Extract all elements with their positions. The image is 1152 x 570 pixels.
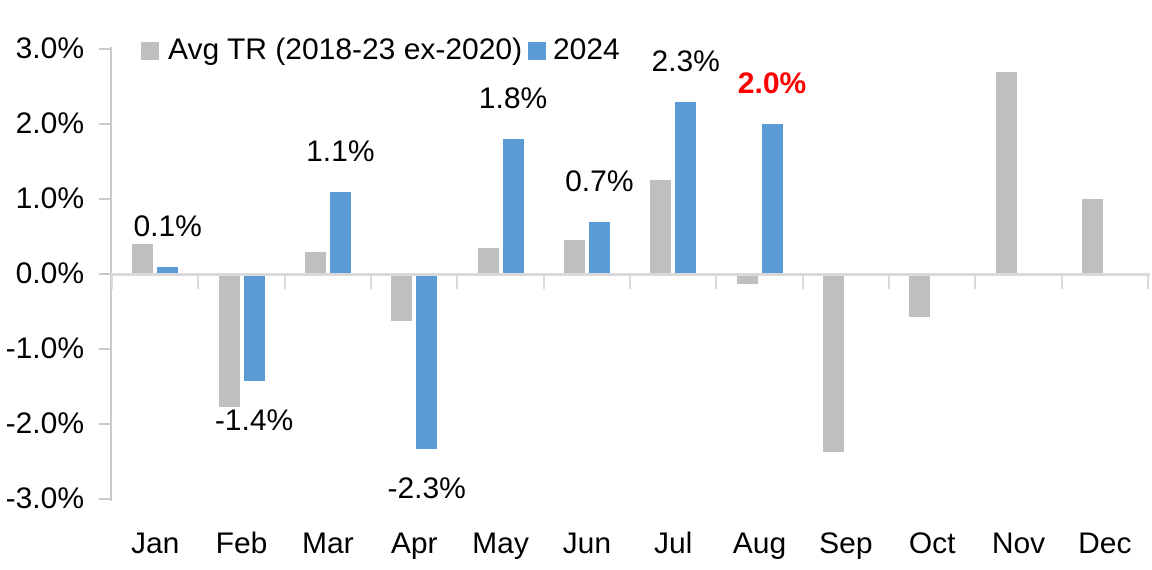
x-axis-line <box>110 273 1150 276</box>
x-axis-tick <box>1147 276 1149 289</box>
bar-2024-jan <box>157 266 179 274</box>
x-axis-tick <box>715 276 718 289</box>
bar-avg-tr-feb <box>218 276 240 408</box>
x-axis-tick <box>197 276 200 289</box>
x-axis-label-jul: Jul <box>653 527 693 560</box>
y-tick-label: 0.0% <box>15 257 84 290</box>
x-axis-tick <box>370 276 372 289</box>
x-axis-label-jan: Jan <box>130 527 180 560</box>
data-label-feb: -1.4% <box>214 404 294 437</box>
x-axis-tick <box>111 276 113 289</box>
x-axis-label-apr: Apr <box>390 527 438 560</box>
y-axis-tick <box>99 123 111 125</box>
x-axis-label-may: May <box>472 527 529 560</box>
y-tick-label: -2.0% <box>5 407 84 440</box>
bar-avg-tr-apr <box>391 276 413 321</box>
bar-avg-tr-jun <box>563 240 585 274</box>
data-label-mar: 1.1% <box>306 134 375 168</box>
x-axis-label-sep: Sep <box>819 527 873 560</box>
y-tick-label: -3.0% <box>5 482 84 515</box>
legend-swatch-avg-tr <box>141 42 159 60</box>
x-axis-label-aug: Aug <box>732 527 787 560</box>
legend-swatch-2024 <box>528 42 546 60</box>
legend-label-avg-tr: Avg TR (2018-23 ex-2020) <box>168 33 523 66</box>
data-label-jul: 2.3% <box>651 44 720 78</box>
data-label-aug: 2.0% <box>737 67 807 100</box>
x-axis-tick <box>801 276 804 289</box>
bar-2024-apr <box>416 276 438 449</box>
legend-label-2024: 2024 <box>553 33 620 66</box>
x-axis-tick <box>629 276 631 289</box>
x-axis-tick <box>888 276 890 289</box>
bar-avg-tr-nov <box>995 71 1017 274</box>
bar-2024-may <box>502 139 524 274</box>
data-label-jun: 0.7% <box>565 164 634 198</box>
x-axis-tick <box>456 276 459 289</box>
y-tick-label: 3.0% <box>15 32 84 65</box>
bar-avg-tr-dec <box>1081 199 1103 274</box>
x-axis-label-nov: Nov <box>991 527 1046 560</box>
bar-avg-tr-jan <box>132 244 154 274</box>
x-axis-tick <box>542 276 545 289</box>
bar-avg-tr-mar <box>304 251 326 274</box>
y-axis-tick <box>99 498 111 500</box>
x-axis-label-mar: Mar <box>301 527 354 560</box>
data-label-jan: 0.1% <box>133 209 202 243</box>
x-axis-label-feb: Feb <box>215 527 268 560</box>
bar-avg-tr-jul <box>650 180 672 274</box>
y-axis-tick <box>99 198 111 200</box>
y-axis-tick <box>99 348 111 350</box>
bar-avg-tr-aug <box>736 276 758 284</box>
bar-2024-jun <box>588 221 610 274</box>
x-axis-tick <box>283 276 286 289</box>
x-axis-label-oct: Oct <box>908 527 956 560</box>
bar-avg-tr-oct <box>909 276 931 318</box>
x-axis-tick <box>1060 276 1063 289</box>
y-tick-label: 1.0% <box>15 182 84 215</box>
y-axis-tick <box>99 423 111 425</box>
bar-2024-mar <box>329 191 351 274</box>
x-axis-label-dec: Dec <box>1078 527 1132 560</box>
bar-2024-jul <box>675 101 697 274</box>
y-tick-label: 2.0% <box>15 107 84 140</box>
bar-2024-feb <box>243 276 265 381</box>
y-axis-tick <box>99 48 111 50</box>
x-axis-tick <box>974 276 977 289</box>
data-label-apr: -2.3% <box>387 471 466 505</box>
y-tick-label: -1.0% <box>5 332 84 365</box>
data-label-may: 1.8% <box>478 82 548 115</box>
x-axis-label-jun: Jun <box>562 527 612 560</box>
y-axis-tick <box>99 273 111 275</box>
bar-avg-tr-may <box>477 247 499 274</box>
bar-avg-tr-sep <box>822 276 844 453</box>
bar-2024-aug <box>761 124 783 274</box>
